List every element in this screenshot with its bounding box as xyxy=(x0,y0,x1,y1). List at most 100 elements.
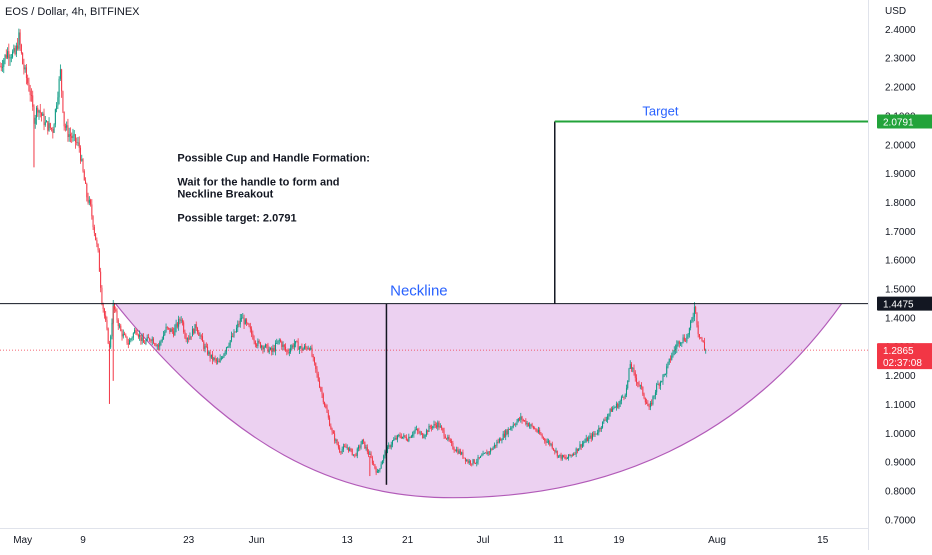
target-caption: Target xyxy=(642,103,679,118)
candle-body xyxy=(487,451,489,455)
candle-body xyxy=(463,457,465,459)
candle-body xyxy=(52,129,54,133)
candle-body xyxy=(246,319,248,323)
candle-body xyxy=(659,381,661,387)
candle-body xyxy=(482,453,484,456)
y-tick-label: 1.1000 xyxy=(885,400,916,411)
candle-body xyxy=(108,343,110,348)
candle-body xyxy=(171,329,173,332)
candle-body xyxy=(191,329,193,337)
candle-body xyxy=(339,447,341,452)
x-tick-label: 15 xyxy=(817,535,829,546)
candle-body xyxy=(168,327,170,329)
cup-outline xyxy=(115,303,843,499)
candle-body xyxy=(350,448,352,450)
candle-body xyxy=(85,180,87,184)
candle-body xyxy=(62,91,64,112)
candle-body xyxy=(625,388,627,395)
candle-body xyxy=(41,113,43,116)
candle-body xyxy=(126,336,128,344)
candle-body xyxy=(686,336,688,342)
candle-body xyxy=(102,303,104,309)
candle-body xyxy=(239,318,241,325)
candle-body xyxy=(261,346,263,348)
candle-body xyxy=(59,69,61,79)
candle-body xyxy=(653,395,655,397)
candle-body xyxy=(483,453,485,454)
candle-body xyxy=(351,449,353,456)
candle-body xyxy=(132,333,134,338)
annotation-line: Possible Cup and Handle Formation: xyxy=(177,153,370,165)
candle-body xyxy=(238,323,240,325)
candle-body xyxy=(615,403,617,408)
candle-body xyxy=(5,54,7,58)
candle-body xyxy=(198,332,200,336)
candle-body xyxy=(321,390,323,395)
candle-body xyxy=(561,455,563,459)
candle-body xyxy=(147,337,149,339)
candle-body xyxy=(427,430,429,432)
candle-body xyxy=(181,319,183,323)
candle-body xyxy=(63,111,65,127)
candle-body xyxy=(180,319,182,321)
currency-label: USD xyxy=(885,6,906,17)
candle-body xyxy=(466,460,468,462)
candle-body xyxy=(334,433,336,441)
candle-body xyxy=(363,439,365,442)
candle-body xyxy=(155,344,157,347)
candle-body xyxy=(81,159,83,161)
candle-body xyxy=(200,335,202,337)
candle-body xyxy=(32,95,34,107)
y-tick-label: 0.9000 xyxy=(885,458,916,469)
candle-body xyxy=(378,469,380,472)
candle-body xyxy=(253,339,255,342)
candle-body xyxy=(163,334,165,340)
candle-body xyxy=(319,380,321,388)
candle-body xyxy=(454,450,456,452)
candle-body xyxy=(549,441,551,445)
candle-body xyxy=(28,83,30,91)
current-price-label-bg xyxy=(877,343,932,370)
candle-body xyxy=(2,66,4,68)
candle-body xyxy=(322,394,324,403)
candle-body xyxy=(622,396,624,398)
candle-body xyxy=(169,327,171,332)
candle-body xyxy=(273,348,275,352)
candle-body xyxy=(110,336,112,348)
candle-body xyxy=(235,327,237,332)
candle-body xyxy=(20,44,22,53)
candle-body xyxy=(280,339,282,342)
target-price-label: 2.0791 xyxy=(883,117,914,128)
candle-body xyxy=(605,419,607,421)
candle-body xyxy=(38,110,40,113)
candle-body xyxy=(508,429,510,430)
candle-body xyxy=(47,121,49,131)
candle-body xyxy=(657,383,659,385)
candle-body xyxy=(647,403,649,407)
candle-body xyxy=(264,344,266,348)
candle-body xyxy=(291,345,293,349)
candle-body xyxy=(612,408,614,412)
candle-body xyxy=(329,417,331,426)
candle-body xyxy=(639,385,641,387)
candle-body xyxy=(449,440,451,442)
candle-body xyxy=(599,428,601,430)
candle-body xyxy=(536,430,538,432)
candle-body xyxy=(641,385,643,387)
candle-body xyxy=(14,48,16,55)
candle-body xyxy=(589,435,591,438)
x-tick-label: Jun xyxy=(249,535,265,546)
candle-body xyxy=(119,325,121,327)
candle-body xyxy=(352,454,354,456)
candle-body xyxy=(272,348,274,352)
candle-body xyxy=(156,345,158,347)
candle-body xyxy=(54,109,56,125)
candle-body xyxy=(535,428,537,431)
y-tick-label: 1.4000 xyxy=(885,313,916,324)
candle-body xyxy=(422,433,424,438)
candle-body xyxy=(8,51,10,59)
candle-body xyxy=(144,342,146,344)
candle-body xyxy=(593,433,595,435)
